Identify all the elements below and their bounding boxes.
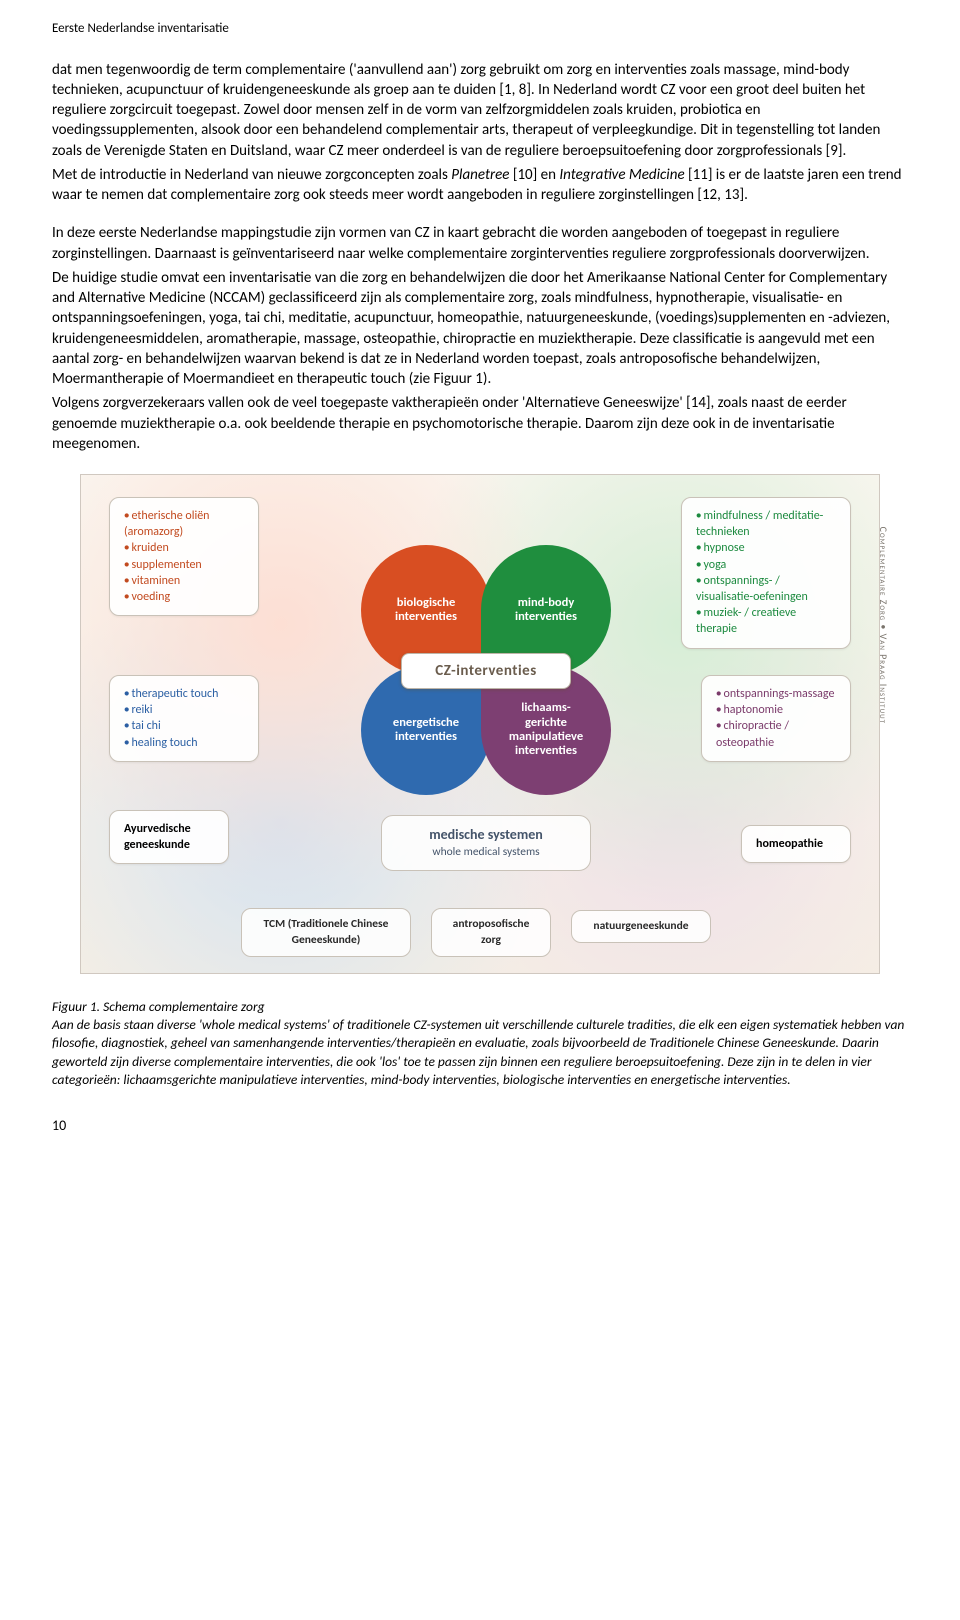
para2-a: Met de introductie in Nederland van nieu… [52, 166, 451, 184]
list-item: kruiden [124, 540, 244, 556]
box-antroposofisch: antroposofische zorg [431, 908, 551, 957]
callout-homeopathie: homeopathie [741, 825, 851, 863]
list-item: yoga [696, 557, 836, 573]
box-natuurgeneeskunde: natuurgeneeskunde [571, 910, 711, 944]
list-item: hypnose [696, 540, 836, 556]
para2-italic-1: Planetree [451, 166, 509, 184]
para2-italic-2: Integrative Medicine [559, 166, 684, 184]
cz-diagram: Complementaire Zorg • Van Praag Instituu… [80, 474, 880, 974]
list-item: tai chi [124, 718, 244, 734]
list-item: therapeutic touch [124, 686, 244, 702]
paragraph-2: Met de introductie in Nederland van nieu… [52, 165, 908, 206]
paragraph-3: In deze eerste Nederlandse mappingstudie… [52, 223, 908, 264]
diagram-center-label: CZ-interventies [401, 653, 571, 689]
list-item: haptonomie [716, 702, 836, 718]
list-item: chiropractie / osteopathie [716, 718, 836, 750]
caption-body: Aan de basis staan diverse 'whole medica… [52, 1016, 908, 1089]
list-item: voeding [124, 589, 244, 605]
callout-manipulatief-list: ontspannings-massagehaptonomiechiropract… [701, 675, 851, 762]
box-tcm: TCM (Traditionele Chinese Geneeskunde) [241, 908, 411, 957]
medische-systemen-box: medische systemen whole medical systems [381, 815, 591, 871]
callout-ayurvedisch: Ayurvedische geneeskunde [109, 810, 229, 864]
running-header: Eerste Nederlandse inventarisatie [52, 20, 908, 38]
list-item: healing touch [124, 735, 244, 751]
paragraph-1: dat men tegenwoordig de term complementa… [52, 60, 908, 161]
medsys-title: medische systemen [390, 826, 582, 845]
paragraph-4: De huidige studie omvat een inventarisat… [52, 268, 908, 390]
callout-energetisch-list: therapeutic touchreikitai chihealing tou… [109, 675, 259, 762]
paragraph-5: Volgens zorgverzekeraars vallen ook de v… [52, 393, 908, 454]
body-text: dat men tegenwoordig de term complementa… [52, 60, 908, 455]
callout-biologisch-list: etherische oliën (aromazorg)kruidensuppl… [109, 497, 259, 616]
list-item: supplementen [124, 557, 244, 573]
medsys-subtitle: whole medical systems [390, 845, 582, 861]
diagram-side-label: Complementaire Zorg • Van Praag Instituu… [876, 527, 890, 724]
list-item: ontspannings- / visualisatie-oefeningen [696, 573, 836, 605]
list-item: etherische oliën (aromazorg) [124, 508, 244, 540]
list-item: vitaminen [124, 573, 244, 589]
list-item: ontspannings-massage [716, 686, 836, 702]
para2-b: [10] en [509, 166, 559, 184]
list-item: reiki [124, 702, 244, 718]
caption-title: Figuur 1. Schema complementaire zorg [52, 998, 908, 1016]
page-number: 10 [52, 1117, 908, 1136]
callout-mindbody-list: mindfulness / meditatie-techniekenhypnos… [681, 497, 851, 649]
figure-caption: Figuur 1. Schema complementaire zorg Aan… [52, 998, 908, 1089]
list-item: muziek- / creatieve therapie [696, 605, 836, 637]
list-item: mindfulness / meditatie-technieken [696, 508, 836, 540]
